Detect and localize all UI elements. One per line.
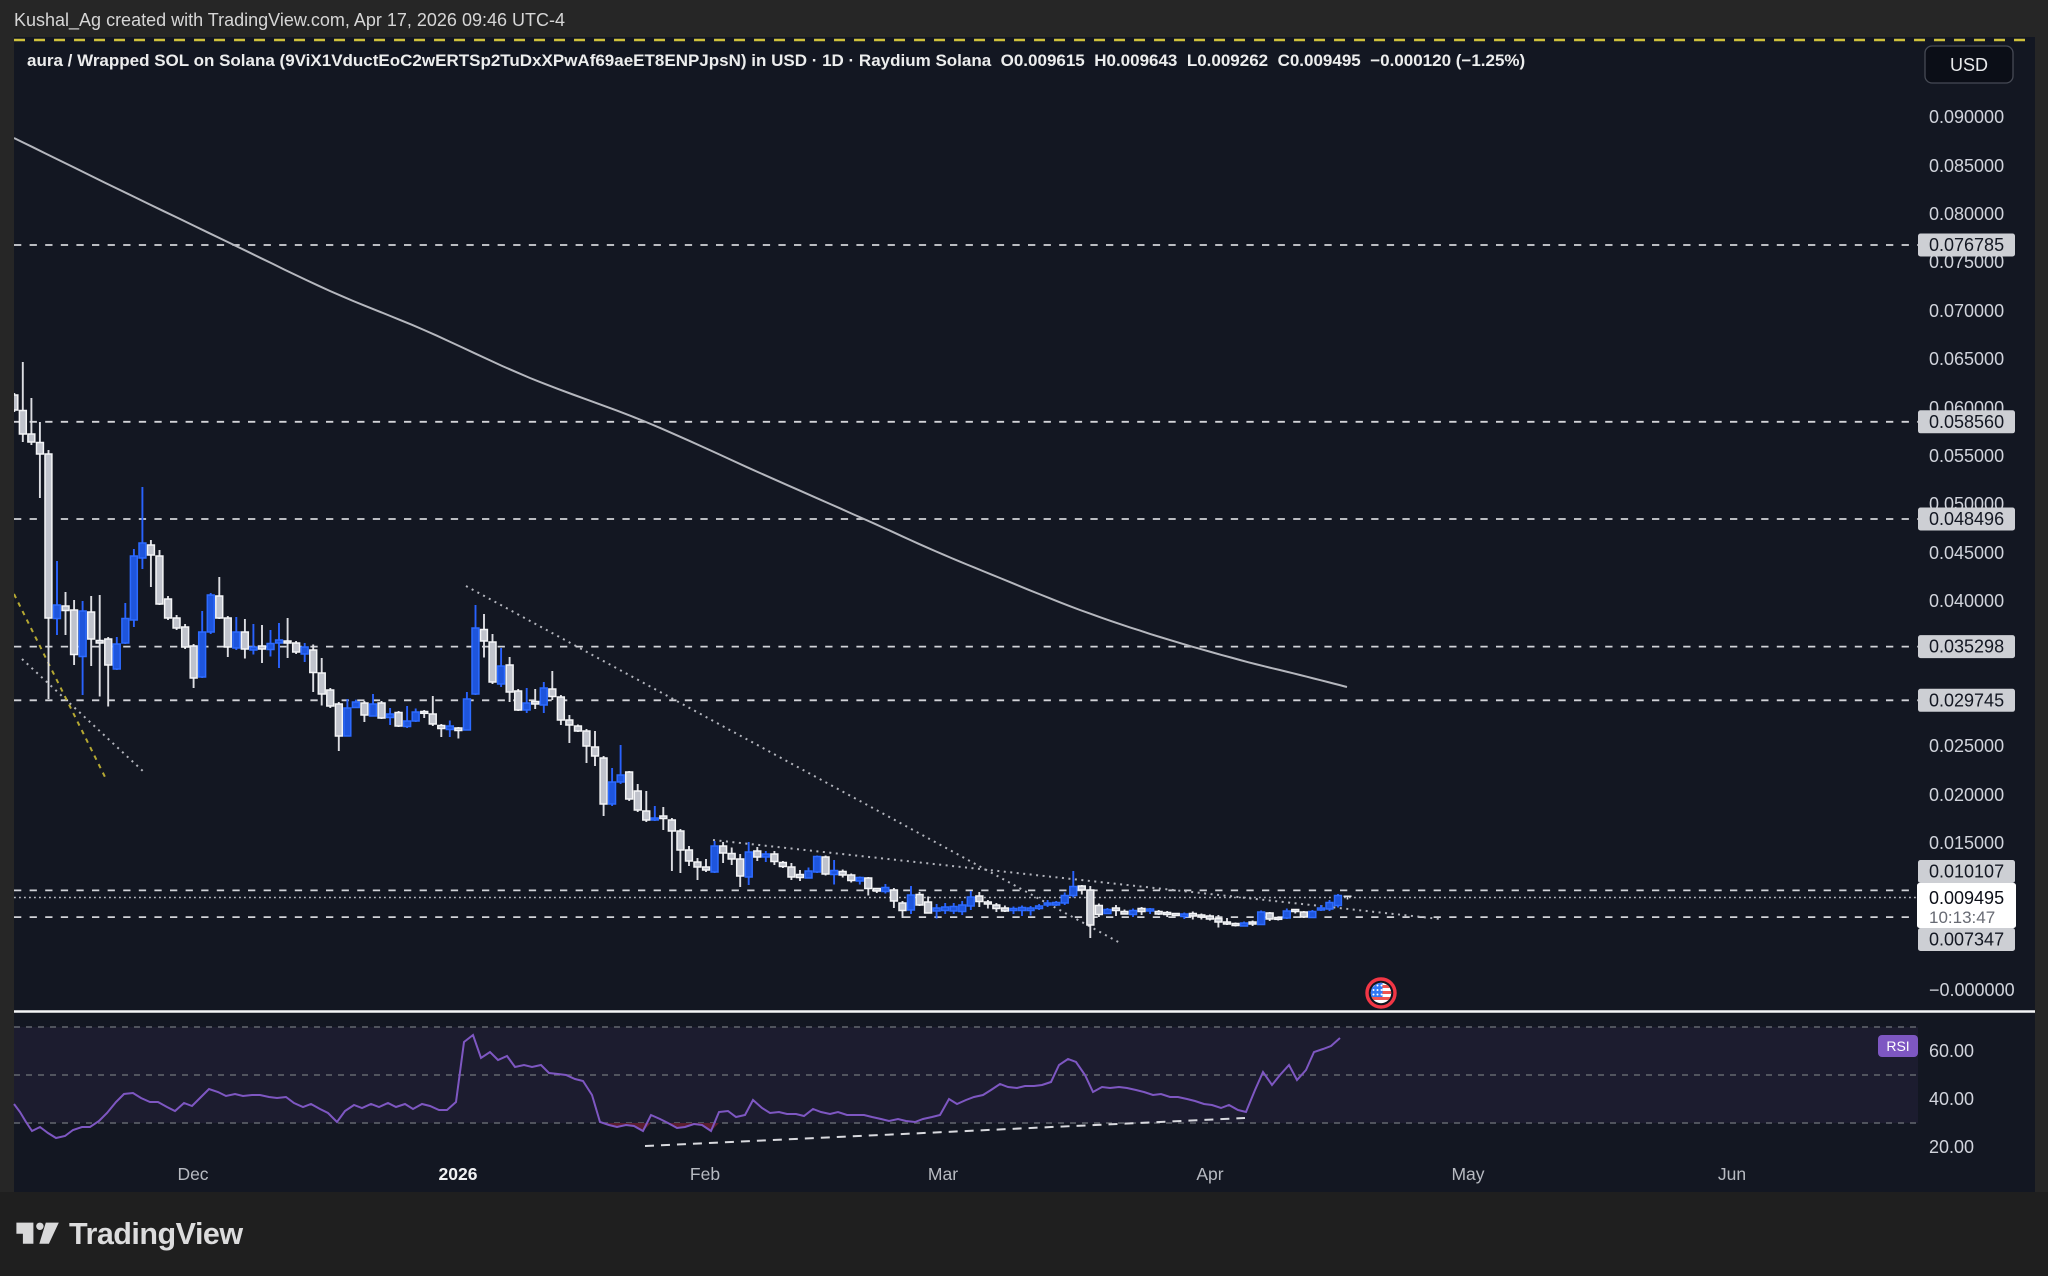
svg-text:0.010107: 0.010107: [1929, 862, 2004, 882]
svg-text:0.075000: 0.075000: [1929, 252, 2004, 272]
svg-text:0.025000: 0.025000: [1929, 736, 2004, 756]
svg-text:0.009495: 0.009495: [1929, 888, 2004, 908]
svg-text:Kushal_Ag created with Trading: Kushal_Ag created with TradingView.com, …: [14, 10, 565, 31]
svg-text:0.085000: 0.085000: [1929, 156, 2004, 176]
svg-text:60.00: 60.00: [1929, 1041, 1974, 1061]
svg-text:RSI: RSI: [1886, 1038, 1909, 1054]
svg-text:0.048496: 0.048496: [1929, 509, 2004, 529]
svg-text:May: May: [1451, 1164, 1484, 1184]
svg-text:0.090000: 0.090000: [1929, 107, 2004, 127]
svg-text:0.015000: 0.015000: [1929, 833, 2004, 853]
svg-text:0.058560: 0.058560: [1929, 412, 2004, 432]
svg-text:0.055000: 0.055000: [1929, 446, 2004, 466]
svg-text:Mar: Mar: [928, 1164, 958, 1184]
svg-text:Feb: Feb: [690, 1164, 720, 1184]
svg-text:20.00: 20.00: [1929, 1137, 1974, 1157]
svg-text:40.00: 40.00: [1929, 1089, 1974, 1109]
svg-text:−0.000000: −0.000000: [1929, 980, 2015, 1000]
svg-text:0.040000: 0.040000: [1929, 591, 2004, 611]
svg-text:0.076785: 0.076785: [1929, 235, 2004, 255]
svg-text:0.045000: 0.045000: [1929, 543, 2004, 563]
svg-text:10:13:47: 10:13:47: [1929, 908, 1995, 927]
svg-text:0.007347: 0.007347: [1929, 930, 2004, 950]
svg-text:2026: 2026: [439, 1164, 478, 1184]
svg-text:0.080000: 0.080000: [1929, 204, 2004, 224]
svg-text:Jun: Jun: [1718, 1164, 1746, 1184]
svg-text:Apr: Apr: [1196, 1164, 1223, 1184]
svg-text:0.020000: 0.020000: [1929, 785, 2004, 805]
svg-text:0.035298: 0.035298: [1929, 637, 2004, 657]
svg-text:Dec: Dec: [177, 1164, 208, 1184]
svg-text:0.070000: 0.070000: [1929, 301, 2004, 321]
svg-text:TradingView: TradingView: [69, 1217, 243, 1251]
svg-text:0.029745: 0.029745: [1929, 690, 2004, 710]
svg-text:0.065000: 0.065000: [1929, 349, 2004, 369]
svg-text:aura / Wrapped SOL on Solana (: aura / Wrapped SOL on Solana (9ViX1Vduct…: [27, 51, 1525, 70]
svg-text:USD: USD: [1950, 55, 1988, 75]
